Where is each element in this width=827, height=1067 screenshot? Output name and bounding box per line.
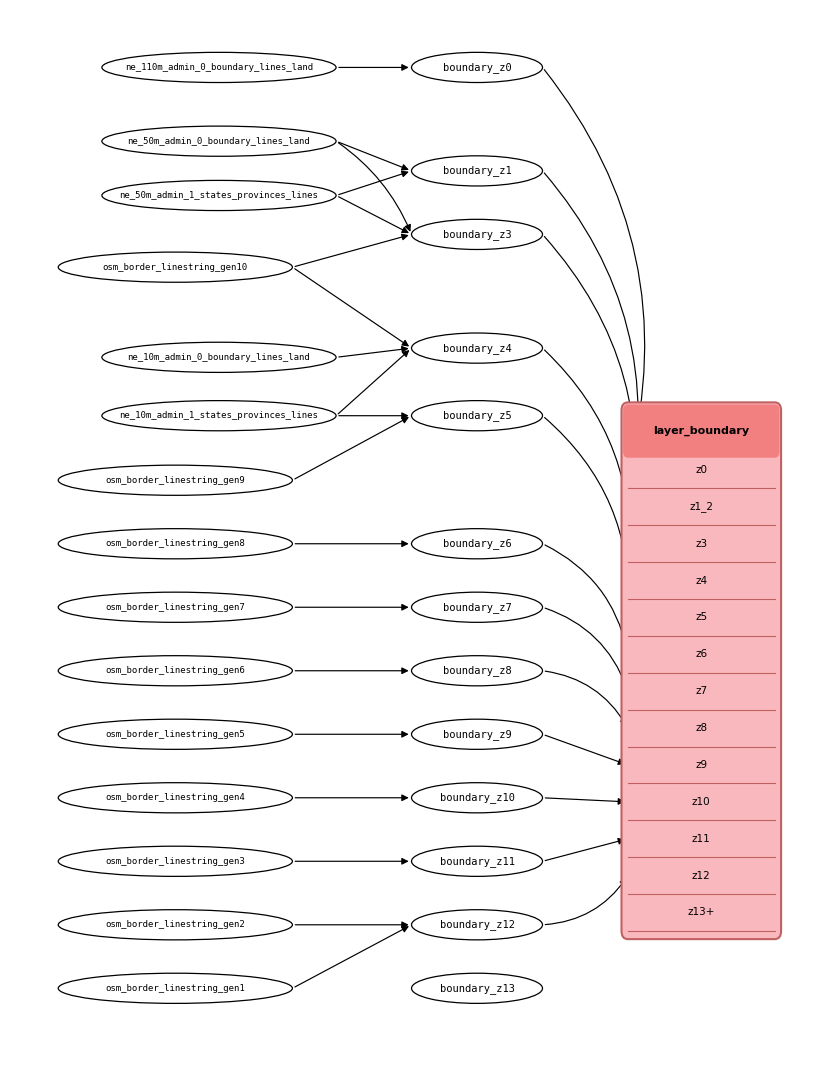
Text: boundary_z11: boundary_z11 [439,856,514,866]
Text: z11: z11 [692,833,710,844]
Text: osm_border_linestring_gen8: osm_border_linestring_gen8 [106,539,245,548]
Ellipse shape [412,783,543,813]
Text: z0: z0 [696,465,707,475]
Ellipse shape [58,252,293,283]
Text: z10: z10 [692,797,710,807]
Ellipse shape [102,400,336,431]
Ellipse shape [412,528,543,559]
Ellipse shape [412,973,543,1003]
Ellipse shape [102,126,336,156]
Text: z9: z9 [696,760,707,770]
Text: osm_border_linestring_gen10: osm_border_linestring_gen10 [103,262,248,272]
Text: boundary_z13: boundary_z13 [439,983,514,993]
Ellipse shape [58,719,293,749]
Text: boundary_z1: boundary_z1 [442,165,511,176]
Text: osm_border_linestring_gen9: osm_border_linestring_gen9 [106,476,245,484]
Text: z5: z5 [696,612,707,622]
Ellipse shape [58,656,293,686]
Ellipse shape [58,783,293,813]
Text: osm_border_linestring_gen1: osm_border_linestring_gen1 [106,984,245,992]
Ellipse shape [102,343,336,372]
Text: osm_border_linestring_gen4: osm_border_linestring_gen4 [106,793,245,802]
FancyBboxPatch shape [622,402,781,939]
Ellipse shape [58,465,293,495]
Text: boundary_z6: boundary_z6 [442,538,511,550]
Ellipse shape [412,333,543,363]
Text: ne_10m_admin_1_states_provinces_lines: ne_10m_admin_1_states_provinces_lines [120,411,318,420]
Text: z4: z4 [696,575,707,586]
Text: z7: z7 [696,686,707,697]
Text: layer_boundary: layer_boundary [653,426,749,436]
Ellipse shape [412,656,543,686]
Ellipse shape [412,52,543,82]
Text: osm_border_linestring_gen7: osm_border_linestring_gen7 [106,603,245,611]
Text: boundary_z3: boundary_z3 [442,229,511,240]
Text: osm_border_linestring_gen2: osm_border_linestring_gen2 [106,921,245,929]
Ellipse shape [412,719,543,749]
Text: z13+: z13+ [687,908,715,918]
Ellipse shape [58,846,293,876]
Text: osm_border_linestring_gen5: osm_border_linestring_gen5 [106,730,245,738]
Ellipse shape [412,156,543,186]
Text: ne_50m_admin_1_states_provinces_lines: ne_50m_admin_1_states_provinces_lines [120,191,318,200]
Text: ne_50m_admin_0_boundary_lines_land: ne_50m_admin_0_boundary_lines_land [127,137,310,146]
Text: ne_110m_admin_0_boundary_lines_land: ne_110m_admin_0_boundary_lines_land [125,63,313,71]
Ellipse shape [412,910,543,940]
Text: boundary_z8: boundary_z8 [442,666,511,676]
Ellipse shape [58,592,293,622]
Ellipse shape [58,973,293,1003]
Ellipse shape [412,846,543,876]
Text: boundary_z0: boundary_z0 [442,62,511,73]
Text: boundary_z5: boundary_z5 [442,410,511,421]
Ellipse shape [58,528,293,559]
Text: ne_10m_admin_0_boundary_lines_land: ne_10m_admin_0_boundary_lines_land [127,353,310,362]
Text: osm_border_linestring_gen3: osm_border_linestring_gen3 [106,857,245,865]
Text: boundary_z4: boundary_z4 [442,343,511,353]
Ellipse shape [412,592,543,622]
Text: z3: z3 [696,539,707,548]
Ellipse shape [412,220,543,250]
Text: z12: z12 [692,871,710,880]
Ellipse shape [58,910,293,940]
Text: boundary_z9: boundary_z9 [442,729,511,739]
Text: z8: z8 [696,723,707,733]
Text: boundary_z12: boundary_z12 [439,920,514,930]
Text: z1_2: z1_2 [689,501,714,512]
Ellipse shape [102,180,336,210]
Text: boundary_z7: boundary_z7 [442,602,511,612]
Text: z6: z6 [696,650,707,659]
FancyBboxPatch shape [623,404,780,458]
Text: osm_border_linestring_gen6: osm_border_linestring_gen6 [106,666,245,675]
Text: boundary_z10: boundary_z10 [439,793,514,803]
Ellipse shape [412,400,543,431]
Ellipse shape [102,52,336,82]
